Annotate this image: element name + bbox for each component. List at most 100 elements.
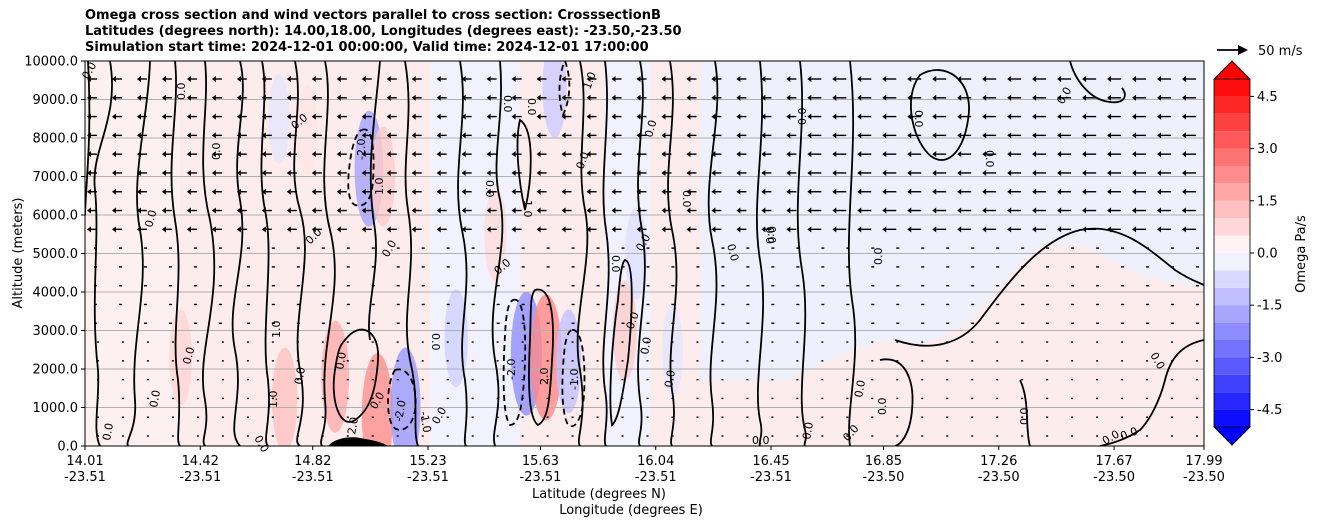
wind-vector-head — [261, 169, 266, 176]
wind-vector-head — [561, 188, 566, 195]
wind-vector-head — [786, 113, 791, 120]
wind-vector-head — [882, 207, 887, 214]
wind-vector-head — [1032, 132, 1037, 139]
wind-vector-head — [611, 151, 616, 158]
contour-label: -1.0 — [568, 369, 581, 390]
wind-vector-head — [486, 132, 491, 139]
contour-label: 0.0 — [1018, 408, 1031, 426]
colorbar-segment — [1214, 305, 1250, 323]
wind-vector-head — [932, 226, 937, 233]
wind-vector-head — [136, 207, 141, 214]
wind-vector-head — [87, 151, 91, 158]
wind-vector-head — [1057, 169, 1062, 176]
colorbar-segment — [1214, 409, 1250, 427]
wind-vector-head — [1132, 226, 1137, 233]
wind-vector-head — [661, 226, 666, 233]
wind-vector-head — [336, 76, 341, 82]
colorbar-segment — [1214, 113, 1250, 132]
wind-vector-head — [561, 226, 566, 233]
wind-vector-head — [907, 76, 912, 82]
omega-region-east-upper — [700, 61, 1204, 246]
wind-vector-head — [111, 151, 116, 158]
wind-vector-head — [1032, 226, 1037, 233]
wind-vector-head — [636, 94, 641, 101]
wind-vector-head — [711, 188, 716, 195]
wind-vector-head — [561, 169, 566, 176]
wind-vector-head — [386, 94, 391, 101]
x-tick-label-lon: -23.50 — [1183, 470, 1225, 485]
colorbar-segment — [1214, 357, 1250, 375]
wind-vector-head — [807, 226, 812, 233]
wind-vector-head — [261, 113, 266, 120]
wind-vector-head — [857, 151, 862, 158]
omega-cell — [361, 353, 393, 446]
wind-vector-head — [786, 226, 791, 233]
wind-vector-head — [1082, 188, 1087, 195]
contour-line-negative — [558, 61, 571, 118]
contour-label: 0.0 — [574, 150, 592, 171]
wind-vector-head — [361, 151, 366, 158]
wind-vector-head — [832, 94, 837, 101]
wind-vector-head — [411, 132, 416, 139]
wind-vector-head — [736, 226, 741, 233]
wind-vector-head — [261, 94, 266, 101]
y-axis-label: Altitude (meters) — [11, 198, 26, 309]
wind-vector-head — [311, 188, 316, 195]
wind-vector-head — [711, 169, 716, 176]
wind-vector-head — [1157, 151, 1162, 158]
x-tick-label-lon: -23.51 — [64, 470, 106, 485]
wind-vector-head — [336, 113, 341, 120]
colorbar-segment — [1214, 200, 1250, 219]
colorbar-frame — [1213, 60, 1251, 446]
wind-vector-head — [857, 76, 862, 82]
wind-vector-head — [161, 113, 166, 120]
wind-vector-head — [736, 113, 741, 120]
wind-vector-head — [1082, 132, 1087, 139]
wind-vector-head — [511, 188, 516, 195]
wind-vector-head — [436, 113, 441, 120]
contour-label: 0.0 — [501, 95, 514, 113]
wind-vector-head — [1132, 113, 1137, 120]
chart-title-line2: Latitudes (degrees north): 14.00,18.00, … — [85, 24, 682, 39]
wind-vector-head — [711, 132, 716, 139]
wind-vector-head — [736, 76, 741, 82]
wind-vector-head — [411, 94, 416, 101]
wind-vector-head — [1182, 226, 1186, 233]
wind-vector-head — [186, 76, 191, 82]
wind-vector-head — [786, 188, 791, 195]
wind-vector-head — [686, 188, 691, 195]
wind-vector-head — [536, 226, 541, 233]
wind-vector-head — [411, 76, 416, 82]
wind-vector-head — [711, 94, 716, 101]
wind-vector-head — [636, 207, 641, 214]
vector-key: 50 m/s — [1217, 44, 1303, 59]
wind-vector-head — [236, 113, 241, 120]
wind-vector-head — [832, 188, 837, 195]
wind-vector-head — [436, 207, 441, 214]
contour-label: 0.0 — [765, 226, 778, 244]
x-tick-label-lon: -23.51 — [520, 470, 562, 485]
wind-vector-head — [361, 76, 366, 82]
wind-vector-head — [186, 94, 191, 101]
wind-vector-head — [736, 94, 741, 101]
colorbar-segment — [1214, 392, 1250, 410]
wind-vector-head — [636, 226, 641, 233]
chart-title-line1: Omega cross section and wind vectors par… — [85, 8, 661, 23]
wind-vector-head — [611, 207, 616, 214]
contour-label: 0.0 — [876, 398, 889, 416]
wind-vector-head — [87, 94, 91, 101]
wind-vector-head — [932, 113, 937, 120]
wind-vector-head — [261, 76, 266, 82]
wind-vector-head — [1057, 226, 1062, 233]
wind-vector-head — [611, 94, 616, 101]
wind-vector-head — [1082, 113, 1087, 120]
omega-cell — [321, 320, 350, 433]
wind-vector-head — [111, 188, 116, 195]
wind-vector-head — [436, 132, 441, 139]
wind-vector-head — [87, 169, 91, 176]
wind-vector-head — [111, 94, 116, 101]
wind-vector-head — [1132, 169, 1137, 176]
wind-vector-head — [832, 226, 837, 233]
wind-vector-head — [1157, 169, 1162, 176]
colorbar-segment — [1214, 253, 1250, 271]
